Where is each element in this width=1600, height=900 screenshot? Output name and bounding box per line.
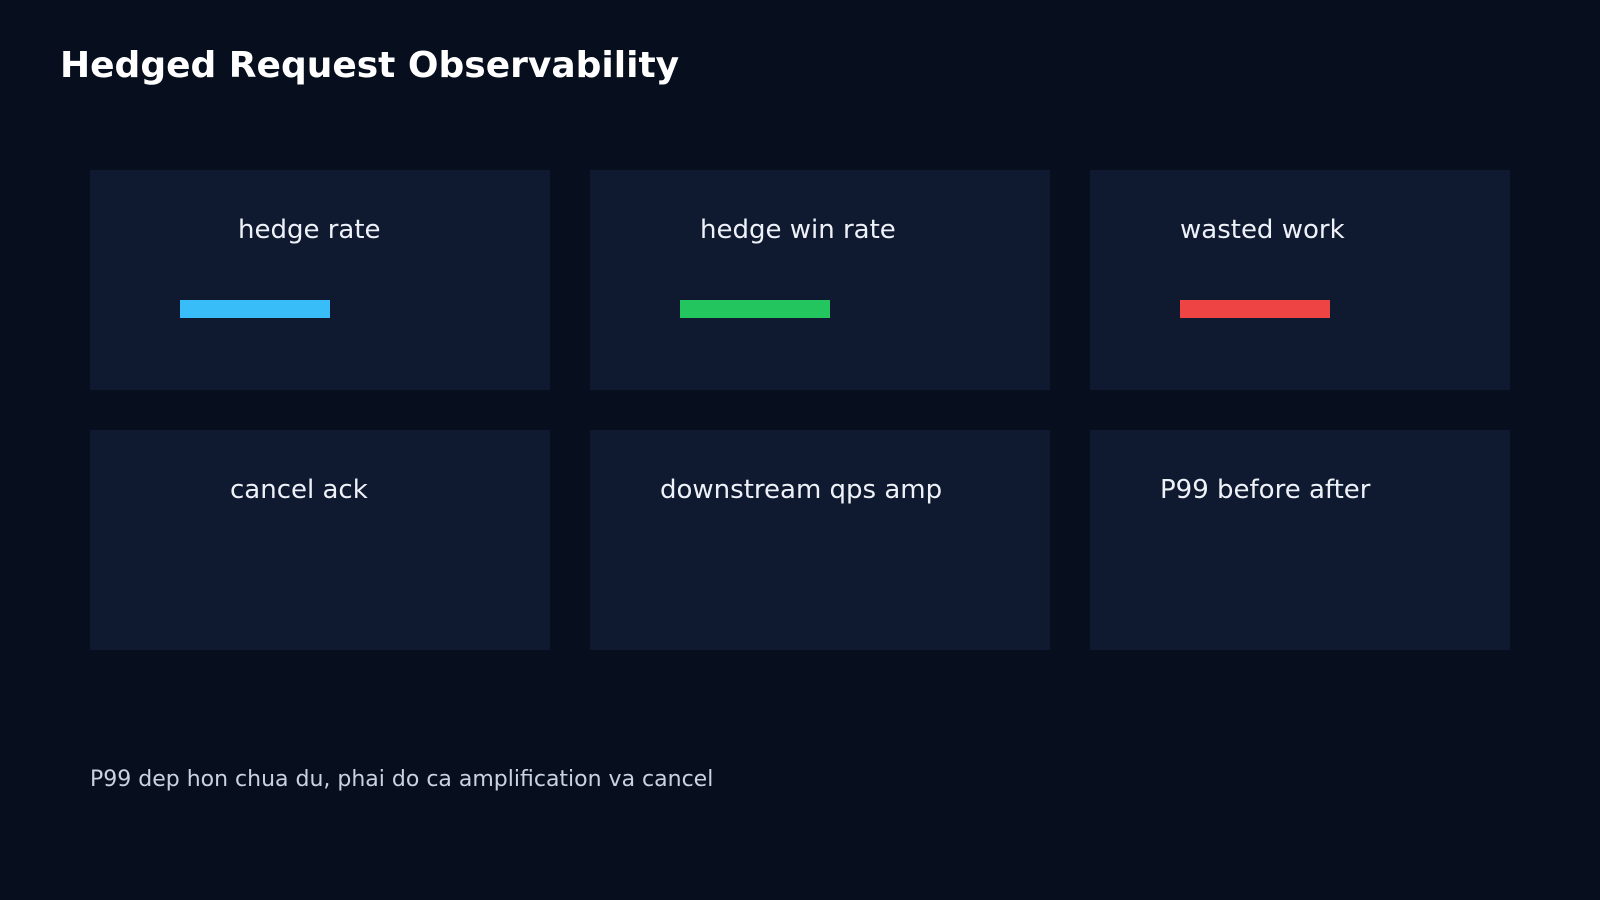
metric-bar-fill bbox=[1180, 300, 1330, 318]
metric-grid: hedge rate hedge win rate wasted work ca… bbox=[90, 170, 1510, 650]
metric-bar bbox=[680, 300, 830, 318]
card-title: wasted work bbox=[1180, 215, 1345, 245]
metric-bar bbox=[1180, 300, 1330, 318]
card-title: hedge rate bbox=[238, 215, 381, 245]
card-title: hedge win rate bbox=[700, 215, 896, 245]
footer-note: P99 dep hon chua du, phai do ca amplific… bbox=[90, 767, 714, 792]
card-title: P99 before after bbox=[1160, 475, 1371, 505]
metric-bar bbox=[180, 300, 330, 318]
metric-card-p99-before-after[interactable]: P99 before after bbox=[1090, 430, 1510, 650]
card-title: cancel ack bbox=[230, 475, 368, 505]
metric-bar-fill bbox=[680, 300, 830, 318]
page-title: Hedged Request Observability bbox=[60, 45, 680, 86]
metric-card-downstream-qps-amp[interactable]: downstream qps amp bbox=[590, 430, 1050, 650]
metric-bar-fill bbox=[180, 300, 330, 318]
card-title: downstream qps amp bbox=[660, 475, 943, 505]
metric-card-cancel-ack[interactable]: cancel ack bbox=[90, 430, 550, 650]
metric-card-hedge-win-rate[interactable]: hedge win rate bbox=[590, 170, 1050, 390]
metric-card-hedge-rate[interactable]: hedge rate bbox=[90, 170, 550, 390]
metric-card-wasted-work[interactable]: wasted work bbox=[1090, 170, 1510, 390]
